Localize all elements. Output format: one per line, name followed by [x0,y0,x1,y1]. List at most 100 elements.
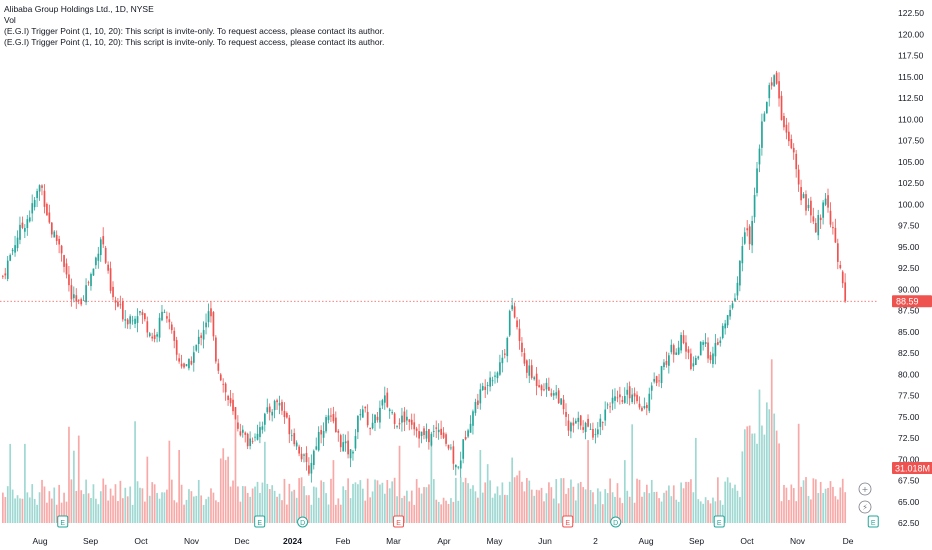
volume-bar [748,425,751,523]
volume-bar [731,488,734,523]
lightning-icon[interactable]: ⚡ [858,500,872,514]
earnings-marker[interactable]: E [867,515,879,528]
volume-bar [513,477,516,523]
candle [447,444,450,451]
volume-bar [175,502,178,523]
volume-legend[interactable]: Vol [4,15,16,25]
volume-bar [641,496,643,523]
y-tick-label: 75.00 [898,412,920,422]
candle [68,265,70,292]
volume-bar [357,484,359,523]
candle [672,343,675,363]
candle [746,220,749,237]
candle [276,398,278,410]
volume-bar [677,501,680,523]
volume-bar [327,504,330,523]
volume-bar [452,501,455,523]
candle [293,428,296,447]
volume-bar [153,484,156,523]
x-tick-label: Jun [538,536,552,546]
candle [653,372,656,384]
candle [577,411,580,430]
indicator-legend-1[interactable]: (E.G.I) Trigger Point (1, 10, 20): This … [4,26,385,36]
candle [687,346,690,360]
plus-icon[interactable]: + [858,482,872,496]
candle [388,407,391,419]
volume-bar [597,488,599,523]
candle [631,388,634,404]
volume-bar [190,491,193,523]
svg-text:+: + [862,485,869,494]
candle [349,449,352,468]
volume-bar [582,487,585,523]
indicator-legend-2[interactable]: (E.G.I) Trigger Point (1, 10, 20): This … [4,37,385,47]
volume-bar [587,440,589,523]
candle [2,274,4,279]
candle [183,362,185,369]
candle [364,406,367,413]
volume-bar [594,504,597,523]
candle [188,358,190,371]
candle [543,383,545,392]
candle [538,379,540,388]
dividend-marker[interactable]: D [610,516,622,528]
volume-bar [77,435,80,523]
volume-bar [97,504,100,523]
candle [359,409,362,421]
candle [489,371,491,392]
symbol-title[interactable]: Alibaba Group Holdings Ltd., 1D, NYSE [4,4,154,14]
volume-bar [205,499,207,523]
volume-bar [268,489,271,523]
volume-bar [401,498,403,523]
candle [685,335,687,360]
earnings-marker[interactable]: E [254,515,266,528]
volume-bar [548,482,550,523]
candle [202,321,205,349]
candle [437,423,440,440]
volume-bar [702,503,705,523]
volume-bar [6,486,9,523]
volume-bar [156,492,158,523]
volume-bar [420,493,423,523]
candle [484,379,487,399]
volume-bar [232,480,234,523]
volume-bar [415,479,418,523]
earnings-marker[interactable]: E [562,515,574,528]
volume-bar [315,487,318,523]
volume-bar [332,460,335,523]
earnings-marker[interactable]: E [713,515,725,528]
volume-bar [31,484,34,523]
volume-bar [817,492,820,523]
candle [239,423,242,437]
volume-bar [254,486,256,523]
volume-bar [829,481,832,523]
volume-bar [726,477,729,523]
volume-bar [95,498,97,523]
candle [753,187,756,223]
candle [344,434,347,452]
volume-bar [496,486,499,523]
candlesticks [2,70,847,483]
candle [104,245,107,265]
candle [503,348,506,359]
candle [339,433,342,452]
volume-bar [418,487,420,523]
svg-text:E: E [565,520,570,527]
y-tick-label: 97.50 [898,221,920,231]
volume-bar [648,493,651,523]
earnings-marker[interactable]: E [57,515,69,528]
candle [599,414,602,436]
volume-bar [462,482,465,523]
volume-bar [430,441,433,523]
earnings-marker[interactable]: E [393,515,405,528]
candle [521,337,523,357]
candle [168,312,171,330]
candle [99,237,102,262]
dividend-marker[interactable]: D [297,516,309,528]
y-tick-label: 102.50 [898,178,924,188]
candle [557,387,560,404]
candle [616,390,619,403]
volume-bar [805,477,807,523]
volume-bar [352,483,354,523]
